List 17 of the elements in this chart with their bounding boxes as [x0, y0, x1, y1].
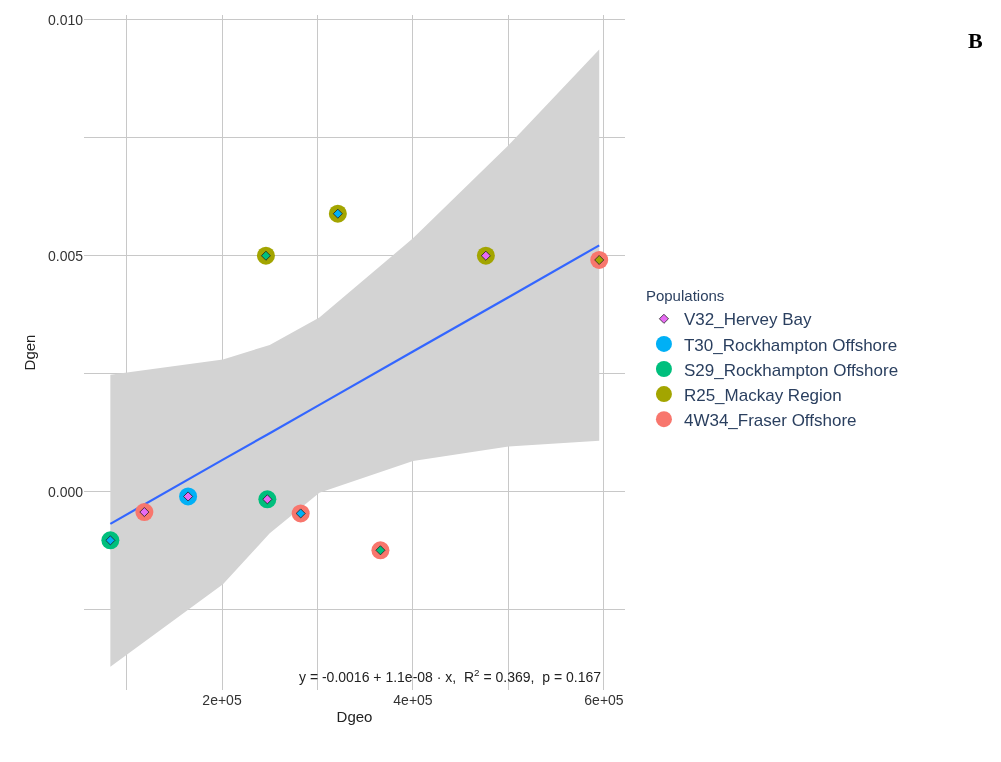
- legend-label: R25_Mackay Region: [683, 385, 842, 405]
- y-tick-label: 0.010: [47, 11, 84, 28]
- x-tick-label: 4e+05: [393, 692, 433, 708]
- legend-title: Populations: [645, 287, 725, 305]
- y-tick-label: 0.005: [47, 247, 84, 264]
- y-axis-title: Dgen: [21, 334, 39, 371]
- legend-label: T30_Rockhampton Offshore: [683, 335, 898, 355]
- x-axis-title: Dgeo: [336, 708, 373, 725]
- legend-label: 4W34_Fraser Offshore: [683, 410, 857, 430]
- line-series: [109, 244, 601, 525]
- annotation: y = -0.0016 + 1.1e-08 · x, R$^{2}$ = 0.369, p = 0.167: [299, 667, 602, 685]
- legend-label: S29_Rockhampton Offshore: [683, 360, 899, 380]
- text: B: [968, 28, 983, 53]
- y-tick-label: 0.000: [47, 483, 84, 500]
- x-tick-label: 6e+05: [584, 692, 624, 708]
- legend-label: V32_Hervey Bay: [683, 310, 812, 330]
- x-tick-label: 2e+05: [202, 692, 242, 708]
